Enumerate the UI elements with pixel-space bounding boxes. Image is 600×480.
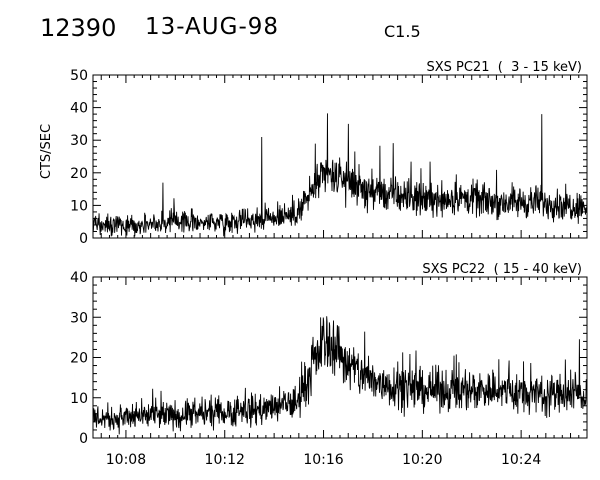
x-tick-label: 10:16 [303,452,343,468]
y-tick-label: 40 [70,101,88,117]
y-tick-label: 10 [70,391,88,407]
y-tick-label: 40 [70,270,88,286]
y-tick-label: 10 [70,198,88,214]
y-tick-label: 50 [70,68,88,84]
x-tick-label: 10:24 [501,452,541,468]
x-tick-label: 10:20 [402,452,442,468]
event-date: 13-AUG-98 [145,14,280,40]
x-tick-label: 10:08 [106,452,146,468]
y-tick-label: 20 [70,166,88,182]
y-tick-label: 0 [79,231,88,247]
event-number: 12390 [40,14,117,42]
y-axis-label: CTS/SEC [39,124,54,179]
y-tick-label: 30 [70,310,88,326]
y-tick-label: 30 [70,133,88,149]
series-line-2 [92,316,588,435]
plot-frame-1 [92,74,588,239]
panel-title-2: SXS PC22 ( 15 - 40 keV) [422,262,582,277]
y-tick-label: 20 [70,351,88,367]
y-tick-label: 0 [79,431,88,447]
flare-class: C1.5 [384,22,421,41]
series-line-1 [92,113,588,237]
panel-title-1: SXS PC21 ( 3 - 15 keV) [426,60,582,75]
x-tick-label: 10:12 [205,452,245,468]
